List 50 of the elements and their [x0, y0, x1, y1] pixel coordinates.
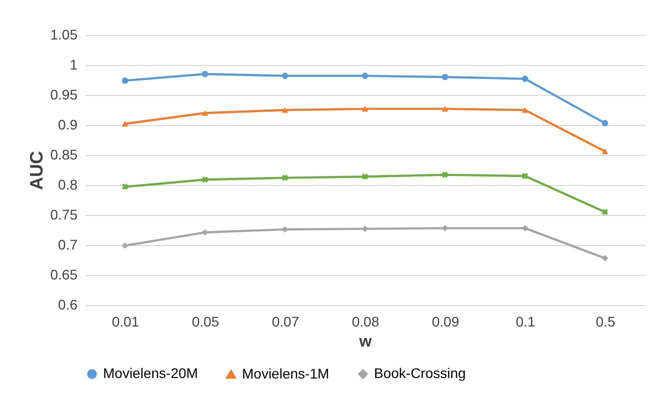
x-tick-label: 0.1 [516, 314, 536, 330]
point [442, 225, 448, 232]
y-axis-title: AUC [26, 151, 46, 190]
y-tick-label: 0.95 [50, 86, 78, 102]
point [122, 242, 128, 249]
y-tick-label: 1 [70, 56, 78, 72]
x-tick-label: 0.05 [192, 314, 220, 330]
x-tick-label: 0.09 [432, 314, 460, 330]
y-tick-label: 0.9 [58, 116, 78, 132]
point [602, 120, 608, 126]
point [602, 208, 608, 216]
point [202, 110, 208, 116]
point [442, 172, 448, 178]
point [442, 74, 448, 80]
point [122, 77, 128, 84]
y-tick-label: 0.7 [58, 236, 78, 252]
legend-label: Movielens-20M [103, 365, 198, 382]
x-tick-label: 0.08 [352, 314, 380, 330]
point [522, 76, 528, 82]
point [202, 176, 208, 183]
x-axis-title: w [358, 334, 372, 350]
y-tick-label: 0.65 [50, 266, 78, 282]
x-tick-label: 0.5 [596, 314, 616, 330]
point [202, 229, 208, 236]
point [602, 255, 608, 262]
point [362, 106, 368, 112]
legend-label: Book-Crossing [374, 365, 466, 382]
y-tick-label: 0.85 [50, 146, 78, 162]
x-tick-label: 0.01 [112, 314, 140, 330]
point [282, 72, 288, 79]
point [282, 226, 288, 233]
point [122, 184, 128, 190]
y-tick-label: 1.05 [50, 26, 78, 42]
y-tick-label: 0.75 [50, 206, 78, 222]
point [522, 172, 528, 180]
point [442, 106, 448, 112]
point [282, 107, 288, 113]
point [362, 226, 368, 232]
point [362, 173, 368, 180]
point [522, 225, 528, 232]
point [282, 174, 288, 181]
point [202, 70, 208, 78]
point [122, 121, 128, 127]
point [522, 107, 528, 113]
y-tick-label: 0.8 [58, 176, 78, 192]
x-tick-label: 0.07 [272, 314, 300, 330]
y-tick-label: 0.6 [58, 296, 78, 312]
point [362, 72, 368, 79]
legend-label: Movielens-1M [242, 365, 330, 382]
point [602, 148, 608, 154]
